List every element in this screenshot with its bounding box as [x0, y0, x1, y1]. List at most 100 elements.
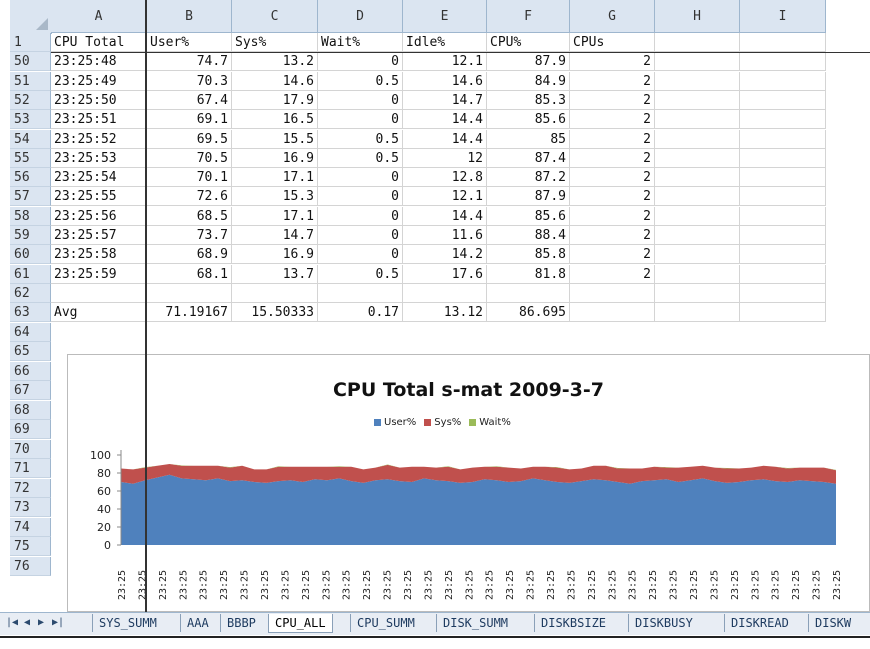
table-cell[interactable]: [740, 168, 826, 188]
table-cell[interactable]: [570, 303, 655, 323]
column-header-c[interactable]: C: [232, 0, 318, 33]
table-cell[interactable]: [740, 226, 826, 245]
table-cell[interactable]: [655, 303, 740, 323]
table-cell[interactable]: 73.7: [147, 226, 232, 245]
row-header[interactable]: 1: [10, 33, 51, 52]
table-cell[interactable]: 2: [570, 168, 655, 188]
column-header-a[interactable]: A: [51, 0, 147, 33]
row-header[interactable]: 70: [10, 439, 51, 459]
table-cell[interactable]: 0: [318, 226, 403, 245]
table-cell[interactable]: 72.6: [147, 187, 232, 207]
table-cell[interactable]: [655, 129, 740, 149]
table-cell[interactable]: 67.4: [147, 90, 232, 110]
table-cell[interactable]: 14.4: [403, 129, 487, 149]
table-cell[interactable]: 69.5: [147, 129, 232, 149]
table-cell[interactable]: 68.1: [147, 264, 232, 284]
row-header[interactable]: 59: [10, 226, 51, 245]
table-cell[interactable]: [740, 283, 826, 303]
table-cell[interactable]: 15.5: [232, 129, 318, 149]
table-cell[interactable]: [403, 283, 487, 303]
header-cell[interactable]: Wait%: [318, 33, 403, 52]
column-header-d[interactable]: D: [318, 0, 403, 33]
table-cell[interactable]: Avg: [51, 303, 147, 323]
table-cell[interactable]: 0: [318, 168, 403, 188]
row-header[interactable]: 64: [10, 322, 51, 342]
table-cell[interactable]: [740, 148, 826, 168]
table-cell[interactable]: 85.6: [487, 110, 570, 130]
row-header[interactable]: 66: [10, 361, 51, 381]
sheet-tab-sys-summ[interactable]: SYS_SUMM: [92, 614, 163, 632]
row-header[interactable]: 61: [10, 264, 51, 284]
table-cell[interactable]: 2: [570, 187, 655, 207]
table-cell[interactable]: 0.17: [318, 303, 403, 323]
table-cell[interactable]: 85.8: [487, 245, 570, 265]
cpu-area-chart[interactable]: CPU Total s-mat 2009-3-7 User% Sys% Wait…: [67, 354, 870, 612]
table-cell[interactable]: [740, 52, 826, 72]
table-cell[interactable]: 13.2: [232, 52, 318, 72]
column-header-g[interactable]: G: [570, 0, 655, 33]
table-cell[interactable]: 14.4: [403, 206, 487, 226]
table-cell[interactable]: 84.9: [487, 71, 570, 91]
row-header[interactable]: 68: [10, 400, 51, 420]
table-cell[interactable]: [740, 90, 826, 110]
column-header-h[interactable]: H: [655, 0, 740, 33]
table-cell[interactable]: 17.1: [232, 168, 318, 188]
table-cell[interactable]: 0: [318, 187, 403, 207]
table-cell[interactable]: 68.5: [147, 206, 232, 226]
table-cell[interactable]: 14.6: [232, 71, 318, 91]
table-cell[interactable]: [740, 71, 826, 91]
table-cell[interactable]: 71.19167: [147, 303, 232, 323]
table-cell[interactable]: [740, 264, 826, 284]
table-cell[interactable]: 2: [570, 90, 655, 110]
table-cell[interactable]: 15.3: [232, 187, 318, 207]
table-cell[interactable]: 70.1: [147, 168, 232, 188]
first-sheet-nav-icon[interactable]: |◀: [6, 617, 19, 628]
row-header[interactable]: 69: [10, 420, 51, 439]
table-cell[interactable]: [147, 283, 232, 303]
header-cell[interactable]: User%: [147, 33, 232, 52]
table-cell[interactable]: 23:25:48: [51, 52, 147, 72]
table-cell[interactable]: [655, 52, 740, 72]
table-cell[interactable]: 87.9: [487, 187, 570, 207]
table-cell[interactable]: 23:25:52: [51, 129, 147, 149]
table-cell[interactable]: [232, 283, 318, 303]
table-cell[interactable]: [318, 283, 403, 303]
table-cell[interactable]: 23:25:57: [51, 226, 147, 245]
table-cell[interactable]: [740, 129, 826, 149]
table-cell[interactable]: 16.9: [232, 148, 318, 168]
table-cell[interactable]: 17.1: [232, 206, 318, 226]
table-cell[interactable]: 23:25:56: [51, 206, 147, 226]
table-cell[interactable]: [655, 90, 740, 110]
table-cell[interactable]: [740, 110, 826, 130]
table-cell[interactable]: 2: [570, 226, 655, 245]
table-cell[interactable]: 2: [570, 129, 655, 149]
table-cell[interactable]: 2: [570, 206, 655, 226]
table-cell[interactable]: [655, 245, 740, 265]
row-header[interactable]: 76: [10, 556, 51, 576]
table-cell[interactable]: [655, 283, 740, 303]
table-cell[interactable]: 2: [570, 245, 655, 265]
table-cell[interactable]: 0.5: [318, 129, 403, 149]
table-cell[interactable]: 2: [570, 148, 655, 168]
table-cell[interactable]: 87.9: [487, 52, 570, 72]
table-cell[interactable]: [655, 110, 740, 130]
last-sheet-nav-icon[interactable]: ▶|: [52, 617, 65, 628]
row-header[interactable]: 71: [10, 459, 51, 478]
header-cell[interactable]: Sys%: [232, 33, 318, 52]
header-cell[interactable]: [740, 33, 826, 52]
freeze-pane-divider[interactable]: [145, 0, 147, 612]
row-header[interactable]: 65: [10, 342, 51, 361]
header-cell[interactable]: CPU%: [487, 33, 570, 52]
series-area-user[interactable]: [121, 474, 836, 545]
row-header[interactable]: 50: [10, 52, 51, 72]
next-sheet-nav-icon[interactable]: ▶: [38, 617, 45, 628]
table-cell[interactable]: [655, 148, 740, 168]
table-cell[interactable]: 0: [318, 90, 403, 110]
table-cell[interactable]: 0: [318, 110, 403, 130]
table-cell[interactable]: 0: [318, 52, 403, 72]
table-cell[interactable]: 12: [403, 148, 487, 168]
select-all-corner[interactable]: [10, 0, 52, 34]
table-cell[interactable]: 68.9: [147, 245, 232, 265]
table-cell[interactable]: 23:25:54: [51, 168, 147, 188]
table-cell[interactable]: 0.5: [318, 264, 403, 284]
